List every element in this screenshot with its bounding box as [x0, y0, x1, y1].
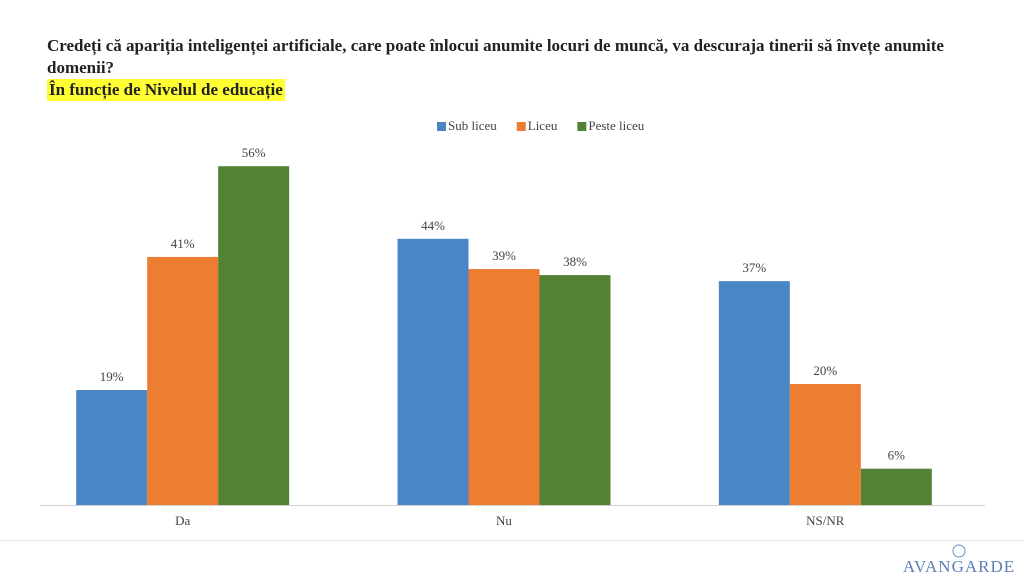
bar — [539, 275, 611, 505]
x-tick-label: Nu — [496, 513, 512, 528]
data-label: 56% — [242, 145, 266, 160]
data-label: 44% — [421, 218, 445, 233]
legend-label: Liceu — [528, 118, 558, 133]
bar — [218, 166, 290, 505]
data-label: 20% — [813, 363, 837, 378]
data-label: 19% — [100, 369, 124, 384]
bar — [789, 384, 861, 505]
chart-title: Credeți că apariția inteligenței artific… — [47, 36, 944, 77]
bar — [718, 281, 790, 505]
bar — [860, 468, 932, 505]
data-label: 39% — [492, 248, 516, 263]
logo-icon — [952, 544, 966, 558]
bar — [468, 269, 540, 505]
bar — [147, 256, 219, 505]
logo: AVANGARDE — [903, 557, 1015, 576]
legend-label: Peste liceu — [588, 118, 644, 133]
bar — [76, 390, 148, 505]
legend-swatch — [577, 122, 587, 131]
bar — [397, 238, 469, 506]
data-label: 6% — [888, 448, 906, 463]
legend-swatch — [437, 122, 446, 131]
data-label: 37% — [742, 260, 766, 275]
x-tick-label: NS/NR — [806, 513, 845, 528]
legend-label: Sub liceu — [448, 118, 497, 133]
x-tick-label: Da — [175, 513, 190, 528]
data-label: 41% — [171, 236, 195, 251]
legend-swatch — [516, 122, 526, 131]
data-label: 38% — [563, 254, 587, 269]
chart-subtitle: În funcție de Nivelul de educație — [47, 79, 285, 101]
